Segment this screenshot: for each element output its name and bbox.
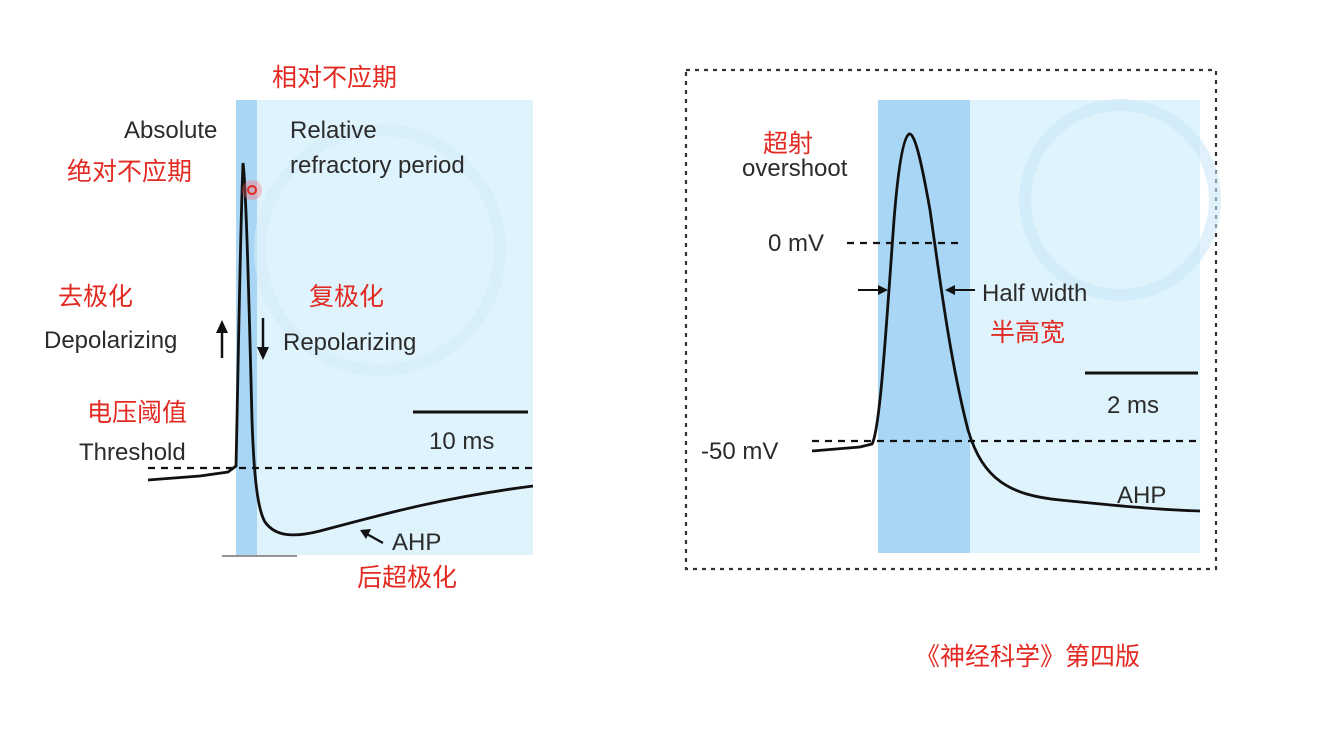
half-width-right-arrow-icon xyxy=(945,285,975,295)
cursor-glow xyxy=(242,180,262,200)
right-panel-graphics xyxy=(684,68,1221,571)
half-width-left-arrow-icon xyxy=(858,285,888,295)
absolute-label: Absolute xyxy=(124,117,218,144)
depolarizing-arrow-icon xyxy=(216,320,228,358)
ahp-cn: 后超极化 xyxy=(357,563,458,592)
relative-refractory-band xyxy=(255,100,533,555)
left-action-potential-trace xyxy=(147,162,534,537)
absolute-refractory-cn: 绝对不应期 xyxy=(67,157,193,186)
zero-mv-label: 0 mV xyxy=(768,230,825,257)
overshoot-cn: 超射 xyxy=(763,129,814,158)
scale-10ms-label: 10 ms xyxy=(429,428,495,455)
book-citation: 《神经科学》第四版 xyxy=(915,642,1141,671)
repolarization-cn: 复极化 xyxy=(309,282,385,311)
half-width-cn: 半高宽 xyxy=(990,318,1066,347)
rest-mv-label: -50 mV xyxy=(701,438,779,465)
relative-refractory-title-cn: 相对不应期 xyxy=(272,63,398,92)
threshold-label: Threshold xyxy=(79,439,186,466)
threshold-cn: 电压阈值 xyxy=(87,398,188,427)
ahp-label-right: AHP xyxy=(1117,482,1167,509)
cursor-dot xyxy=(247,185,257,195)
relative-label-line2: refractory period xyxy=(290,152,465,179)
ahp-arrow-icon xyxy=(360,529,384,544)
depolarization-cn: 去极化 xyxy=(58,282,134,311)
right-dark-band xyxy=(878,100,970,553)
ahp-label-left: AHP xyxy=(392,529,442,556)
left-panel-graphics xyxy=(147,100,534,557)
watermark-circle-right xyxy=(1019,99,1221,301)
repolarizing-label: Repolarizing xyxy=(283,329,417,356)
repolarizing-arrow-icon xyxy=(257,318,269,360)
right-panel-dotted-frame xyxy=(684,68,1218,571)
scale-2ms-label: 2 ms xyxy=(1107,392,1160,419)
depolarizing-label: Depolarizing xyxy=(44,327,178,354)
right-action-potential-trace xyxy=(811,132,1201,513)
half-width-label: Half width xyxy=(982,280,1088,307)
watermark-circle xyxy=(254,124,506,376)
overshoot-label: overshoot xyxy=(742,155,848,182)
relative-label-line1: Relative xyxy=(290,117,377,144)
